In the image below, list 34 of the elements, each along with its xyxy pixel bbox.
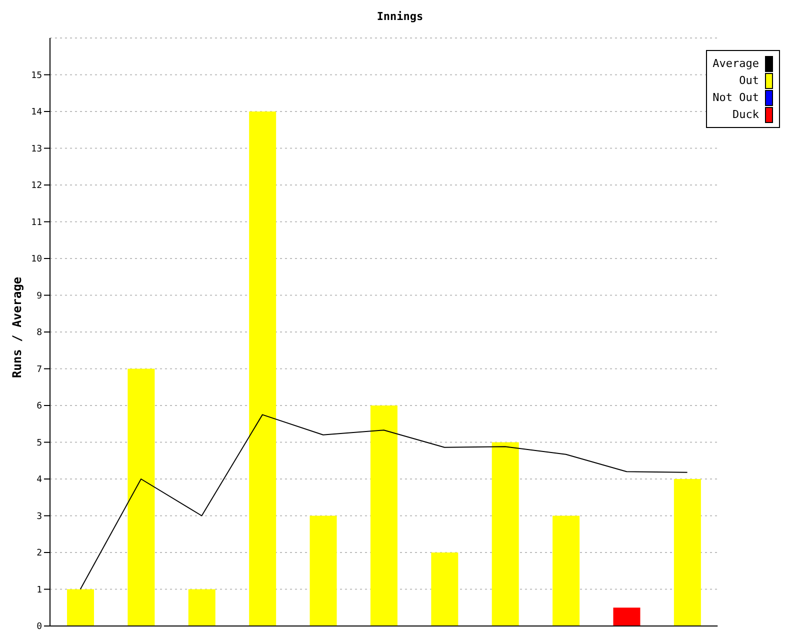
bar bbox=[552, 516, 580, 626]
y-tick-label: 11 bbox=[31, 218, 42, 228]
y-tick-label: 14 bbox=[31, 108, 42, 118]
y-tick-label: 12 bbox=[31, 181, 42, 192]
y-tick-label: 8 bbox=[36, 328, 42, 338]
bar bbox=[613, 608, 640, 626]
y-tick-label: 2 bbox=[36, 548, 42, 559]
bar bbox=[674, 479, 701, 626]
y-tick-label: 9 bbox=[36, 291, 42, 302]
legend-label: Not Out bbox=[712, 91, 759, 104]
legend-label: Average bbox=[712, 57, 759, 70]
bar bbox=[431, 552, 458, 626]
y-tick-label: 7 bbox=[36, 364, 42, 375]
line-series bbox=[80, 414, 688, 590]
legend-label: Duck bbox=[732, 108, 759, 121]
bar bbox=[188, 589, 216, 626]
legend-label: Out bbox=[739, 74, 759, 87]
bar bbox=[128, 368, 155, 626]
y-tick-label: 3 bbox=[36, 512, 42, 522]
y-axis-title: Runs / Average bbox=[10, 276, 24, 378]
y-tick-label: 4 bbox=[36, 475, 42, 486]
bar bbox=[249, 112, 276, 626]
y-tick-label: 1 bbox=[36, 585, 42, 596]
y-tick-label: 6 bbox=[36, 402, 42, 412]
chart-title: Innings bbox=[376, 10, 424, 23]
y-tick-label: 15 bbox=[31, 70, 42, 81]
y-tick-label: 5 bbox=[36, 438, 42, 448]
y-tick-label: 0 bbox=[36, 622, 42, 632]
y-tick-label: 13 bbox=[31, 144, 42, 154]
bar bbox=[66, 589, 94, 626]
bar bbox=[370, 406, 398, 626]
y-tick-label: 10 bbox=[31, 254, 42, 265]
bar bbox=[492, 442, 519, 626]
bar bbox=[310, 516, 337, 626]
